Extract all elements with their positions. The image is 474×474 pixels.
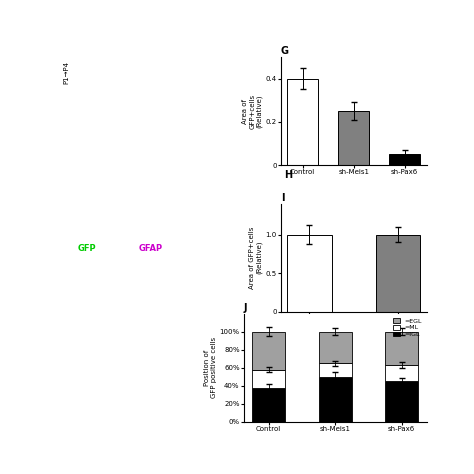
- Bar: [252, 388, 285, 422]
- Y-axis label: Area of
GFP+cells
(Relative): Area of GFP+cells (Relative): [242, 93, 263, 128]
- Y-axis label: Area of GFP+cells
(Relative): Area of GFP+cells (Relative): [249, 227, 263, 289]
- Bar: [319, 332, 352, 363]
- Text: I: I: [281, 193, 284, 203]
- Bar: [385, 381, 418, 422]
- Bar: [385, 332, 418, 365]
- Bar: [389, 155, 420, 165]
- Text: P1→P4: P1→P4: [64, 61, 70, 83]
- Y-axis label: Position of
GFP positive cells: Position of GFP positive cells: [204, 337, 217, 398]
- Legend: =EGL, =ML, =IGL: =EGL, =ML, =IGL: [392, 317, 423, 338]
- Text: Merge: Merge: [196, 244, 226, 253]
- Bar: [376, 235, 420, 312]
- Bar: [385, 365, 418, 381]
- Text: GFAP: GFAP: [138, 244, 163, 253]
- Text: GFP: GFP: [77, 244, 96, 253]
- Bar: [252, 332, 285, 370]
- Bar: [252, 370, 285, 388]
- Bar: [319, 377, 352, 422]
- Bar: [287, 79, 318, 165]
- Bar: [287, 235, 331, 312]
- Text: H: H: [283, 171, 292, 181]
- Text: J: J: [244, 303, 247, 313]
- Bar: [338, 111, 369, 165]
- Bar: [319, 363, 352, 377]
- Text: G: G: [281, 46, 289, 56]
